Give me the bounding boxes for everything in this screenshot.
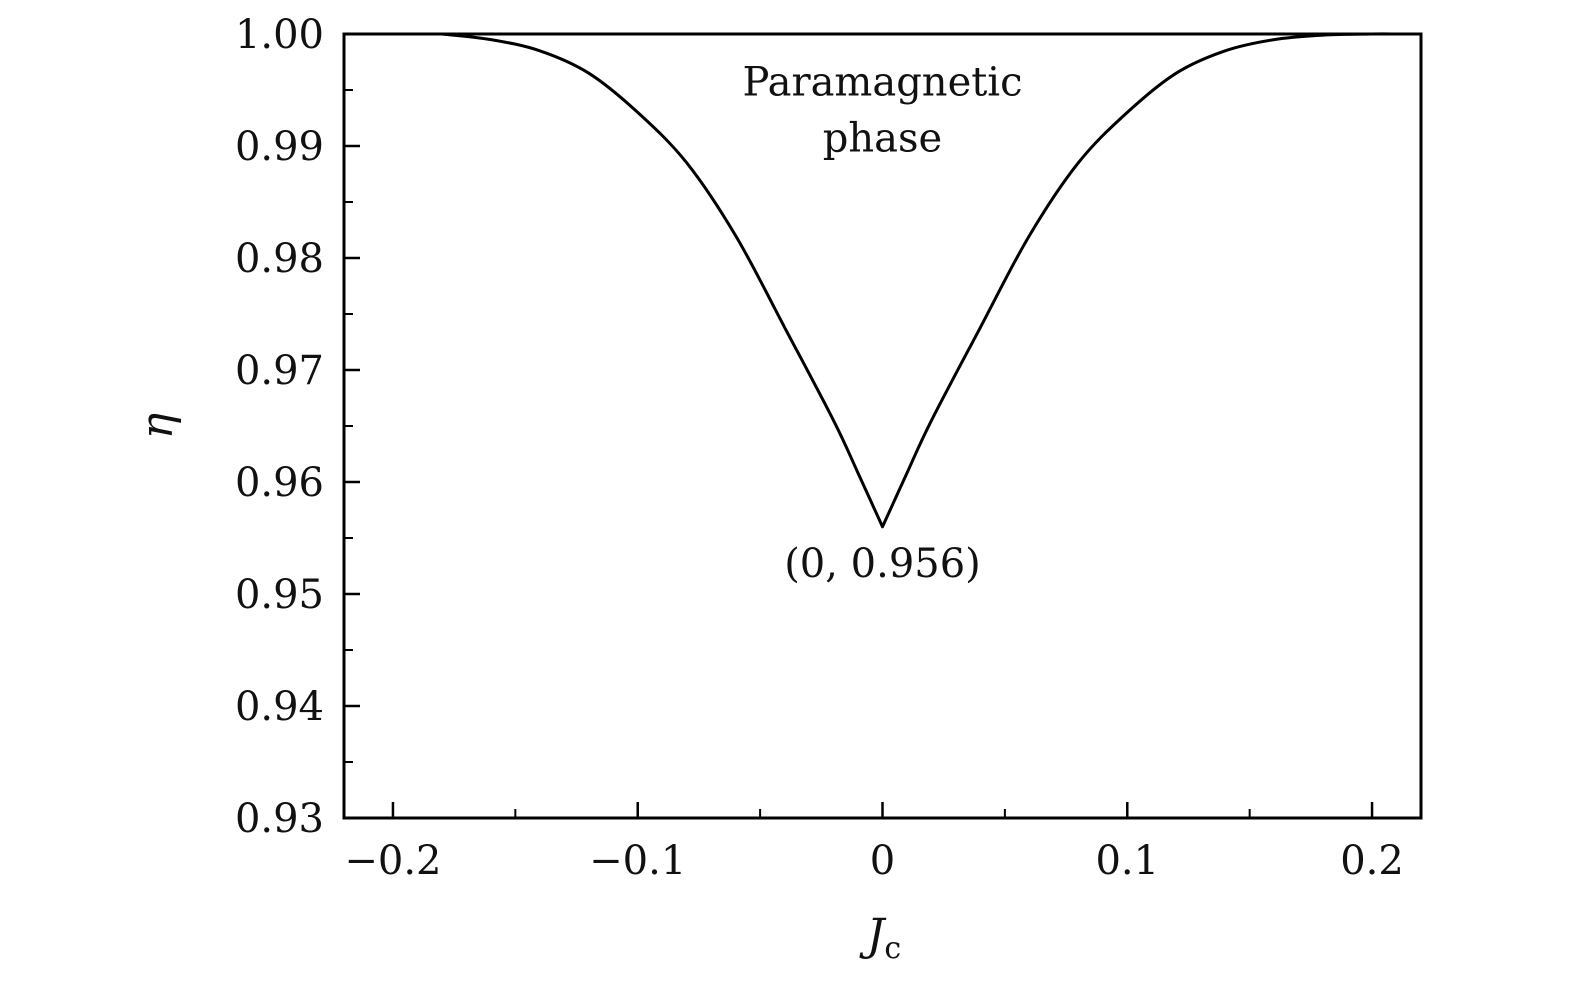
y-axis-title: η — [132, 413, 183, 439]
x-tick-label: −0.2 — [344, 838, 441, 884]
x-axis-tick-labels: −0.2 −0.1 0 0.1 0.2 — [344, 838, 1403, 884]
y-tick-label: 1.00 — [235, 12, 324, 58]
x-axis-title-main: J — [859, 910, 887, 961]
y-axis-tick-labels: 0.93 0.94 0.95 0.96 0.97 0.98 0.99 1.00 — [235, 12, 324, 842]
x-axis-title: Jc — [859, 910, 901, 966]
annotations: Paramagnetic phase (0, 0.956) — [742, 60, 1022, 588]
x-tick-label: 0 — [870, 838, 895, 884]
y-tick-label: 0.93 — [235, 796, 324, 842]
y-axis-ticks — [344, 32, 360, 820]
annotation-text: phase — [823, 116, 942, 162]
y-tick-label: 0.99 — [235, 124, 324, 170]
y-tick-label: 0.96 — [235, 460, 324, 506]
x-axis-ticks — [391, 802, 1374, 818]
annotation-text: Paramagnetic — [742, 60, 1022, 106]
annotation-text: (0, 0.956) — [784, 541, 981, 587]
y-tick-label: 0.94 — [235, 684, 324, 730]
y-tick-label: 0.98 — [235, 236, 324, 282]
series-line — [441, 32, 1397, 529]
plot-frame — [342, 32, 1423, 820]
y-tick-label: 0.97 — [235, 348, 324, 394]
x-tick-label: 0.2 — [1340, 838, 1404, 884]
y-tick-label: 0.95 — [235, 572, 324, 618]
x-tick-label: −0.1 — [589, 838, 686, 884]
x-tick-label: 0.1 — [1095, 838, 1159, 884]
x-axis-title-subscript: c — [884, 931, 901, 966]
